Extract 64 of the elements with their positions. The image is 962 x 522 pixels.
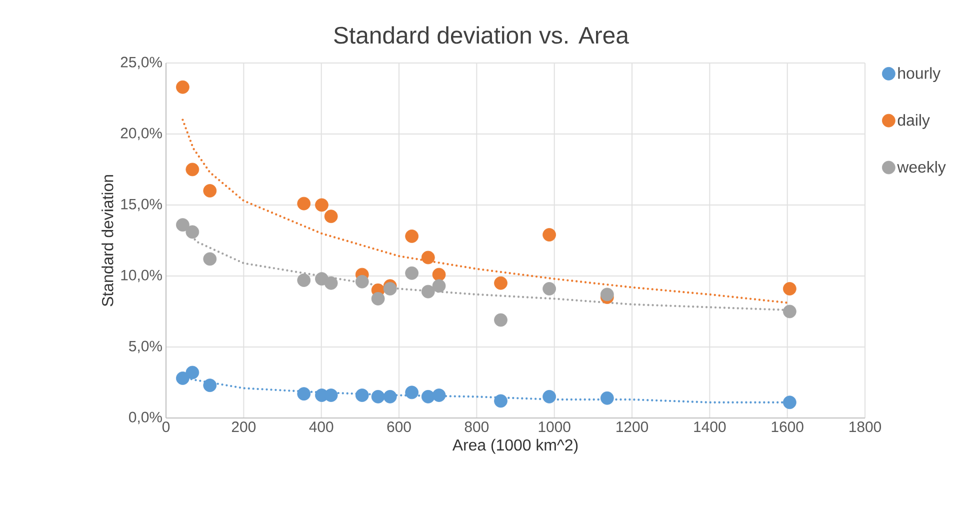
- point: [186, 225, 200, 239]
- point: [421, 390, 435, 404]
- point: [432, 268, 446, 282]
- point: [355, 274, 369, 288]
- point: [405, 230, 419, 243]
- point: [494, 276, 508, 290]
- point: [176, 80, 190, 94]
- legend-label: daily: [898, 114, 930, 129]
- point: [324, 210, 338, 224]
- point: [203, 184, 217, 198]
- point: [494, 394, 508, 408]
- point: [324, 276, 338, 290]
- x-tick-label: 200: [232, 422, 256, 432]
- point: [297, 274, 311, 287]
- chart-title: Standard deviation vs. Area: [334, 26, 629, 44]
- point: [297, 196, 311, 210]
- point: [782, 282, 796, 296]
- point: [383, 282, 397, 296]
- x-tick-label: 0: [162, 422, 170, 432]
- x-axis-title: Area (1000 km^2): [452, 438, 578, 454]
- x-tick-label: 400: [309, 422, 334, 432]
- point: [782, 304, 796, 318]
- point: [600, 288, 614, 302]
- point: [383, 390, 397, 404]
- point: [186, 366, 200, 380]
- x-tick-label: 600: [387, 422, 411, 432]
- point: [203, 252, 217, 266]
- point: [782, 396, 796, 410]
- x-tick-label: 1800: [850, 422, 882, 432]
- point: [542, 228, 556, 242]
- x-tick-label: 1600: [772, 422, 804, 432]
- x-tick-label: 1000: [538, 422, 570, 432]
- y-tick-label: 20,0%: [120, 128, 162, 140]
- y-tick-label: 10,0%: [121, 270, 162, 282]
- y-tick-label: 0,0%: [129, 412, 162, 424]
- x-tick-label: 1200: [616, 422, 648, 432]
- y-tick-label: 5,0%: [129, 340, 162, 354]
- point: [371, 292, 385, 306]
- point: [432, 279, 446, 293]
- x-tick-label: 1400: [694, 422, 726, 432]
- point: [494, 313, 508, 327]
- point: [297, 387, 311, 401]
- y-axis-title: Standard deviation: [102, 175, 114, 306]
- point: [432, 388, 446, 402]
- point: [324, 388, 338, 402]
- point: [405, 266, 419, 280]
- legend-label: hourly: [898, 67, 941, 82]
- point: [203, 378, 217, 392]
- point: [542, 390, 556, 404]
- point: [405, 386, 419, 400]
- point: [355, 388, 369, 402]
- point: [542, 282, 556, 296]
- y-tick-label: 15,0%: [121, 198, 162, 212]
- point: [186, 162, 200, 176]
- legend-label: weekly: [897, 161, 946, 176]
- point: [600, 391, 614, 405]
- point: [421, 250, 435, 264]
- point: [176, 218, 190, 232]
- point: [176, 372, 190, 385]
- point: [421, 284, 435, 298]
- y-tick-label: 25,0%: [120, 56, 162, 70]
- point: [315, 198, 328, 212]
- point: [371, 390, 385, 404]
- x-tick-label: 800: [464, 422, 489, 432]
